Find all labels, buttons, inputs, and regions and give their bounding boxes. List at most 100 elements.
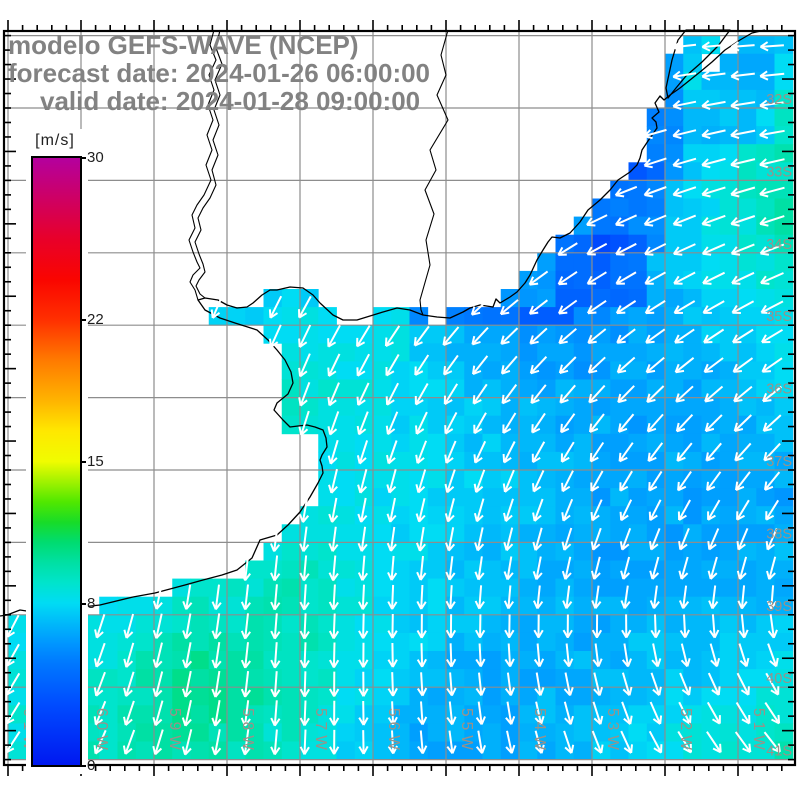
wind-arrow [152,642,163,669]
wind-arrow [672,129,697,140]
lon-label: 60W [93,708,110,755]
ocean-cell [573,415,593,435]
wind-arrow [648,470,663,492]
ocean-cell [427,542,447,561]
wind-arrow [706,701,721,725]
ocean-cell [464,578,483,598]
ocean-cell [683,325,702,344]
wind-arrow [614,214,638,227]
wind-arrow [678,585,690,610]
wind-arrow [676,442,693,462]
ocean-cell [628,361,648,380]
ocean-cell [391,542,410,561]
ocean-cell [519,723,538,742]
ocean-cell [446,578,465,598]
wind-arrow [674,357,695,374]
wind-arrow [563,730,575,754]
wind-arrow [649,701,663,725]
wind-arrow [93,671,106,697]
ocean-cell [172,669,191,688]
wind-arrow [386,497,397,523]
ocean-cell [8,741,27,760]
wind-arrow [646,413,664,433]
wind-arrow [709,614,720,639]
ocean-cell [665,379,684,398]
ocean-cell [336,578,356,598]
wind-arrow [358,584,369,610]
ocean-cell [391,578,410,598]
ocean-cell [464,741,483,760]
ocean-cell [427,397,447,417]
wind-arrow [503,585,515,610]
ocean-cell [756,524,775,543]
ocean-cell [354,632,374,652]
colorbar-tick-mark [80,765,86,767]
ocean-cell [482,687,502,706]
ocean-cell [208,723,228,742]
wind-arrow [240,642,252,669]
colorbar-tick-label: 8 [87,594,96,612]
ocean-cell [628,669,648,688]
ocean-cell [409,741,429,760]
colorbar-tick-label: 30 [87,149,104,166]
wind-arrow [327,324,341,348]
ocean-cell [482,451,502,471]
ocean-cell [665,198,684,217]
ocean-cell [719,270,739,290]
wind-arrow [701,70,726,81]
ocean-cell [318,741,337,760]
ocean-cell [646,307,666,326]
ocean-cell [628,415,648,435]
ocean-cell [683,343,702,362]
ocean-cell [592,470,611,489]
ocean-cell [592,343,611,362]
ocean-cell [519,524,538,543]
ocean-cell [300,614,319,634]
ocean-cell [281,415,301,435]
wind-arrow [557,242,578,256]
ocean-cell [117,614,137,634]
wind-arrow [475,701,486,725]
ocean-cell [719,415,739,435]
wind-arrow [299,613,310,640]
wind-arrow [759,215,785,227]
ocean-cell [719,723,739,742]
ocean-cell [738,252,757,272]
wind-arrow [730,41,755,52]
wind-arrow [152,613,163,639]
ocean-cell [610,524,629,543]
ocean-cell [391,307,410,326]
wind-arrow [503,527,514,552]
wind-arrow [504,643,515,668]
wind-arrow [767,643,779,668]
ocean-cell [227,687,246,706]
ocean-cell [665,289,684,308]
ocean-cell [573,632,593,652]
wind-arrow [730,158,756,169]
ocean-cell [610,289,629,308]
ocean-cell [99,596,118,616]
ocean-cell [263,578,283,598]
ocean-cell [537,307,556,326]
ocean-cell [738,216,757,236]
ocean-cell [756,144,775,163]
wind-arrow [737,585,748,610]
ocean-cell [373,488,392,507]
ocean-cell [738,343,757,362]
ocean-cell [263,560,283,579]
ocean-cell [446,307,465,326]
ocean-cell [446,669,465,688]
ocean-cell [519,578,538,598]
ocean-cell [409,578,429,598]
wind-arrow [474,527,485,552]
lat-label: 33S [766,164,792,180]
ocean-cell [756,343,775,362]
ocean-cell [719,741,739,760]
ocean-cell [665,343,684,362]
ocean-cell [227,307,246,326]
ocean-cell [592,451,611,471]
ocean-cell [537,632,556,652]
ocean-cell [555,632,575,652]
wind-arrow [621,672,633,697]
wind-arrow [387,672,398,697]
